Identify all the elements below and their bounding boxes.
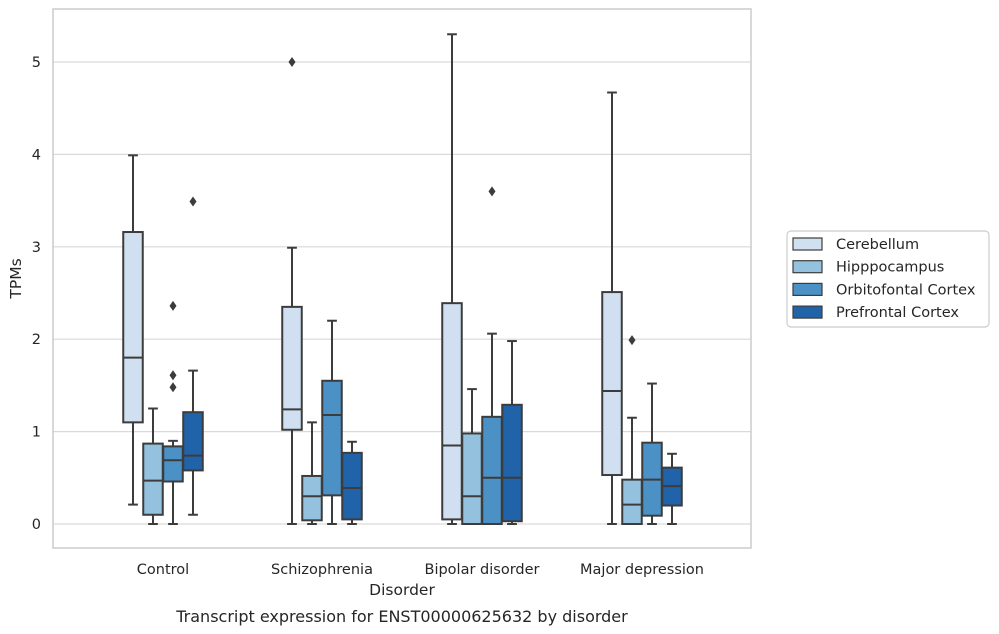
legend-swatch <box>792 237 823 251</box>
x-tick-label: Bipolar disorder <box>425 562 540 578</box>
outlier-marker <box>488 186 496 197</box>
box-cerebellum <box>281 57 303 525</box>
box-hipppocampus <box>621 335 643 526</box>
outlier-marker <box>169 300 177 311</box>
legend-label: Prefrontal Cortex <box>836 305 959 321</box>
box-cerebellum <box>601 91 623 525</box>
outlier-marker <box>628 335 636 346</box>
box-hipppocampus <box>142 407 164 525</box>
box-iqr <box>281 305 303 431</box>
plot-frame <box>52 8 752 549</box>
y-tick-label: 0 <box>32 517 41 533</box>
box-prefrontal-cortex <box>661 452 683 525</box>
box-orbitofontal-cortex <box>481 186 503 526</box>
x-tick-labels: Control Schizophrenia Bipolar disorder Majo… <box>137 562 704 578</box>
legend-label: Orbitofontal Cortex <box>836 282 976 298</box>
x-tick-label: Control <box>137 562 189 578</box>
box-iqr <box>441 302 463 521</box>
legend-swatch <box>792 260 823 274</box>
box-hipppocampus <box>461 388 483 525</box>
box-prefrontal-cortex <box>501 340 523 525</box>
box-iqr <box>341 451 363 521</box>
box-iqr <box>481 415 503 526</box>
box-iqr <box>162 445 184 483</box>
y-tick-label: 1 <box>32 425 41 441</box>
outlier-marker <box>288 57 296 67</box>
x-tick-label: Major depression <box>580 562 704 578</box>
y-tick-label: 2 <box>32 332 41 348</box>
box-cerebellum <box>441 33 463 525</box>
x-tick-label: Schizophrenia <box>271 562 373 578</box>
box-cerebellum <box>122 154 144 506</box>
x-axis-label: Disorder <box>369 581 435 599</box>
box-orbitofontal-cortex <box>321 319 343 525</box>
box-iqr <box>301 474 323 522</box>
box-iqr <box>142 442 164 516</box>
chart-caption: Transcript expression for ENST0000062563… <box>175 607 628 626</box>
outlier-marker <box>189 196 197 207</box>
box-iqr <box>601 291 623 477</box>
box-iqr <box>461 432 483 525</box>
legend-swatch <box>792 282 823 296</box>
outlier-marker <box>169 382 177 393</box>
y-axis-label: TPMs <box>7 258 25 299</box>
box-orbitofontal-cortex <box>641 382 663 525</box>
box-iqr <box>182 411 204 472</box>
box-prefrontal-cortex <box>341 440 363 525</box>
box-iqr <box>621 478 643 526</box>
legend-swatch <box>792 305 823 319</box>
box-groups <box>122 33 683 526</box>
y-tick-labels: 0 1 2 3 4 5 <box>32 55 41 533</box>
box-orbitofontal-cortex <box>162 300 184 525</box>
legend-label: Hipppocampus <box>836 260 944 276</box>
box-iqr <box>501 403 523 523</box>
box-iqr <box>122 231 144 424</box>
y-tick-label: 3 <box>32 240 41 256</box>
outlier-marker <box>169 370 177 381</box>
box-hipppocampus <box>301 421 323 525</box>
legend-frame <box>786 230 990 328</box>
y-tick-label: 5 <box>32 55 41 71</box>
legend: Cerebellum Hipppocampus Orbitofontal Corte… <box>786 230 990 328</box>
box-iqr <box>321 379 343 497</box>
y-tick-label: 4 <box>32 147 41 163</box>
box-prefrontal-cortex <box>182 196 204 516</box>
legend-label: Cerebellum <box>836 237 919 253</box>
